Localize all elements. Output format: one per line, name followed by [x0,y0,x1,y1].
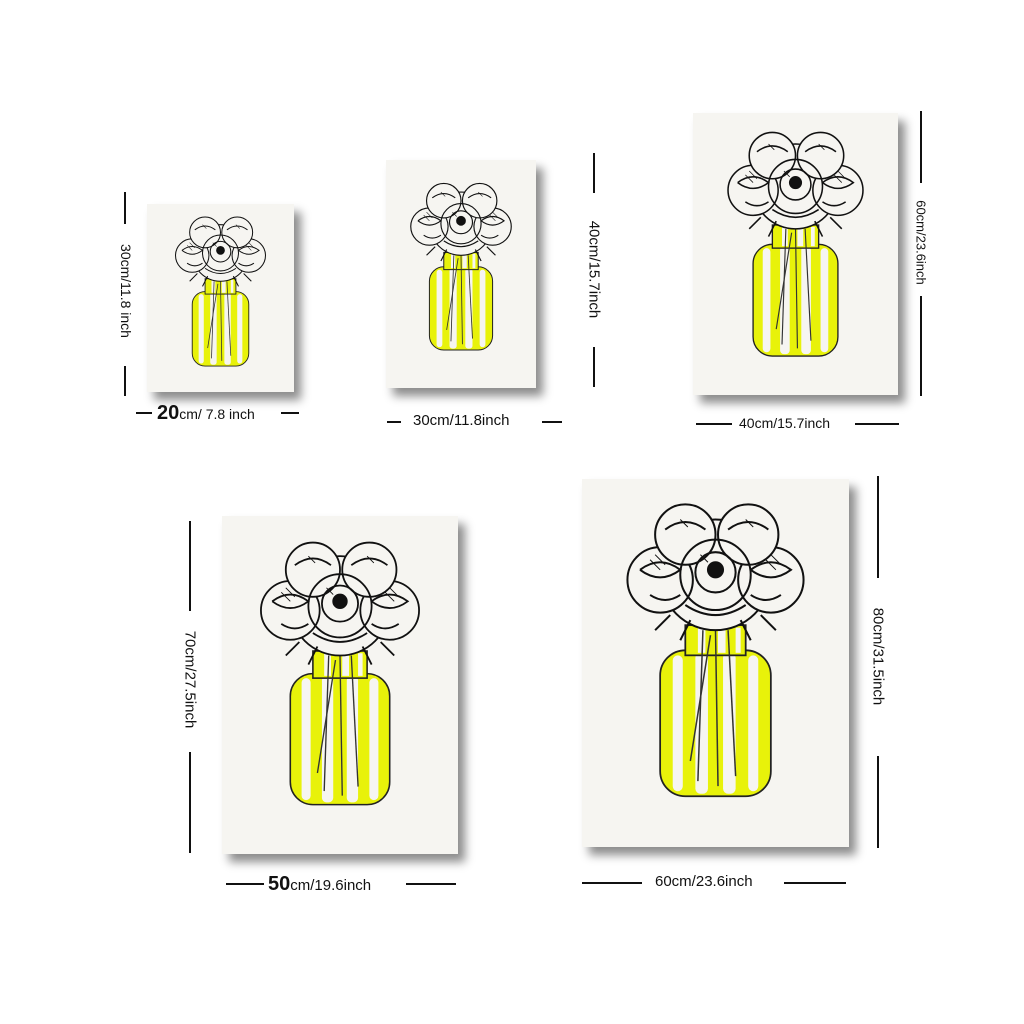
height-number: 70 [181,630,199,648]
width-rule-left [387,421,401,423]
width-rule-right [855,423,899,425]
print-20x30 [147,204,294,392]
peony-vase-artwork [626,503,805,798]
print-60x80 [582,479,849,847]
print-30x40 [386,160,536,388]
width-rule-right [406,883,456,885]
width-unit: cm/19.6inch [290,877,372,894]
height-rule-bottom [593,347,595,387]
width-rule-left [582,882,642,884]
print-40x60 [693,113,898,395]
height-rule-bottom [189,752,191,853]
peony-vase-artwork [410,182,512,351]
width-rule-left [136,412,152,414]
width-number: 50 [268,873,291,895]
width-rule-right [542,421,562,423]
height-label: 70cm/27.5inch [181,605,199,755]
height-label: 60cm/23.6inch [913,200,929,285]
width-rule-left [226,883,264,885]
peony-vase-artwork [727,131,864,358]
height-unit: cm/27.5inch [181,647,199,729]
height-rule-top [593,153,595,193]
width-label: 20cm/ 7.8 inch [157,403,255,423]
height-label: 40cm/15.7inch [585,220,603,319]
width-rule-left [696,423,732,425]
height-rule-top [920,111,922,183]
height-rule-top [877,476,879,578]
height-rule-bottom [124,366,126,396]
width-label: 30cm/11.8inch [413,412,510,429]
peony-vase-artwork [174,216,267,367]
width-label: 60cm/23.6inch [655,873,753,890]
peony-vase-artwork [259,541,421,806]
width-label: 50cm/19.6inch [268,874,371,894]
width-rule-right [784,882,846,884]
height-rule-top [189,521,191,611]
width-number: 20 [157,402,180,424]
height-label: 30cm/11.8 inch [118,217,134,365]
height-unit: cm/11.8 inch [118,259,134,338]
height-label: 80cm/31.5inch [869,607,887,706]
height-number: 30 [118,244,134,260]
height-rule-bottom [877,756,879,848]
print-50x70 [222,516,458,854]
width-unit: cm/ 7.8 inch [179,406,255,422]
width-label: 40cm/15.7inch [739,415,831,431]
width-rule-right [281,412,299,414]
height-rule-bottom [920,296,922,396]
height-rule-top [124,192,126,224]
